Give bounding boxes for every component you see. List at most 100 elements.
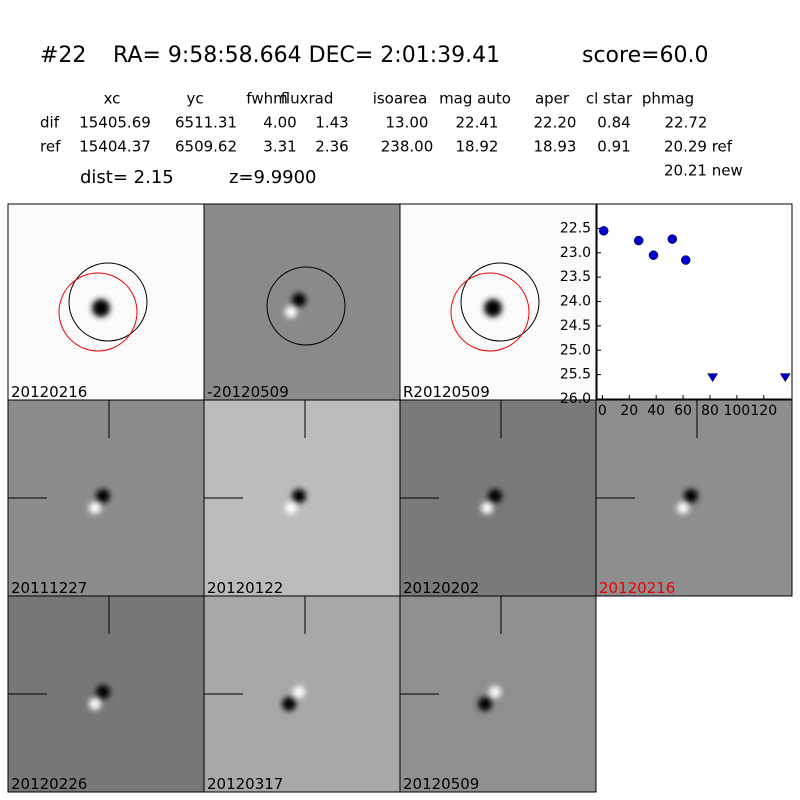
stamp: 20111227 bbox=[7, 399, 205, 597]
cell: 20.29 ref bbox=[664, 138, 733, 156]
plot-area bbox=[596, 203, 793, 400]
aperture bbox=[266, 266, 346, 346]
residual-dark bbox=[478, 697, 492, 711]
y-tick-label: 22.5 bbox=[560, 220, 591, 236]
stamp: 20120509 bbox=[399, 595, 597, 793]
residual-bright bbox=[489, 686, 501, 698]
stamp: 20120122 bbox=[203, 399, 401, 597]
light-curve: 22.5 23.0 23.5 24.0 24.5 25.0 25.5 26.0 0 20 40 60 8… bbox=[560, 203, 793, 419]
column-header: xc bbox=[104, 90, 121, 108]
residual-bright bbox=[677, 502, 689, 514]
x-tick-label: 120 bbox=[750, 403, 777, 419]
aperture-ref bbox=[58, 272, 138, 352]
cell: 15404.37 bbox=[79, 138, 151, 156]
x-tick-label: 40 bbox=[647, 403, 665, 419]
y-tick-label: 26.0 bbox=[560, 391, 591, 407]
aperture bbox=[460, 262, 540, 342]
stamp-label: 20120216 bbox=[599, 579, 675, 597]
stamp-frame bbox=[595, 399, 793, 597]
aperture bbox=[68, 262, 148, 342]
cell: 6511.31 bbox=[175, 114, 237, 132]
cell: 238.00 bbox=[381, 138, 434, 156]
x-tick-label: 20 bbox=[620, 403, 638, 419]
residual-bright bbox=[89, 698, 101, 710]
limit-point bbox=[779, 373, 791, 383]
data-point bbox=[667, 234, 678, 244]
cell: 18.93 bbox=[534, 138, 577, 156]
cell: 22.20 bbox=[534, 114, 577, 132]
z: z=9.9900 bbox=[229, 167, 317, 188]
stamp: R20120509 bbox=[399, 203, 597, 401]
cell: 20.21 new bbox=[664, 162, 743, 180]
score: score=60.0 bbox=[582, 43, 709, 68]
data-point bbox=[681, 255, 691, 265]
stamp-label: 20111227 bbox=[11, 579, 87, 597]
y-tick-label: 25.5 bbox=[560, 367, 591, 383]
stamp-label: 20120509 bbox=[403, 775, 479, 793]
column-header: yc bbox=[186, 90, 203, 108]
residual-bright bbox=[293, 686, 305, 698]
y-tick-label: 25.0 bbox=[560, 342, 591, 358]
stamp-label: 20120122 bbox=[207, 579, 283, 597]
residual-dark bbox=[96, 685, 110, 699]
cell: 1.43 bbox=[315, 114, 348, 132]
stamp-label: -20120509 bbox=[207, 383, 289, 401]
y-tick-label: 24.0 bbox=[560, 294, 591, 310]
column-header: phmag bbox=[642, 90, 694, 108]
residual-dark bbox=[292, 293, 306, 307]
stamp-label: 20120317 bbox=[207, 775, 283, 793]
data-point bbox=[633, 235, 644, 246]
stamp-label: 20120226 bbox=[11, 775, 87, 793]
residual-bright bbox=[481, 502, 493, 514]
row-label: dif bbox=[40, 114, 60, 132]
column-header: fluxrad bbox=[281, 90, 334, 108]
source bbox=[484, 299, 502, 317]
source bbox=[92, 299, 110, 317]
x-tick-label: 100 bbox=[723, 403, 750, 419]
cell: 2.36 bbox=[315, 138, 348, 156]
stamp: -20120509 bbox=[203, 203, 401, 401]
y-tick-label: 23.0 bbox=[560, 245, 591, 261]
residual-dark bbox=[488, 489, 502, 503]
cell: 4.00 bbox=[263, 114, 296, 132]
stamp: 20120216 bbox=[595, 399, 793, 597]
column-header: cl star bbox=[586, 90, 633, 108]
dist: dist= 2.15 bbox=[80, 167, 174, 188]
cell: 22.41 bbox=[456, 114, 499, 132]
stamp-label: R20120509 bbox=[403, 383, 490, 401]
cell: 0.84 bbox=[597, 114, 630, 132]
cell: 0.91 bbox=[597, 138, 630, 156]
cell: 18.92 bbox=[456, 138, 499, 156]
cell: 3.31 bbox=[263, 138, 296, 156]
column-header: isoarea bbox=[373, 90, 428, 108]
cell: 13.00 bbox=[386, 114, 429, 132]
candidate-id: #22 bbox=[40, 43, 86, 68]
stamp-label: 20120202 bbox=[403, 579, 479, 597]
stamp: 20120226 bbox=[7, 595, 205, 793]
data-point bbox=[598, 226, 609, 236]
column-header: fwhm bbox=[246, 90, 287, 108]
aperture-ref bbox=[450, 272, 530, 352]
x-tick-label: 0 bbox=[598, 403, 607, 419]
residual-dark bbox=[282, 697, 296, 711]
cell: 15405.69 bbox=[79, 114, 151, 132]
residual-dark bbox=[292, 489, 306, 503]
residual-bright bbox=[285, 502, 297, 514]
cell: 22.72 bbox=[665, 114, 708, 132]
y-tick-label: 24.5 bbox=[560, 318, 591, 334]
row-label: ref bbox=[40, 138, 61, 156]
column-header: mag auto bbox=[439, 90, 511, 108]
residual-bright bbox=[285, 306, 297, 318]
limit-point bbox=[707, 373, 719, 383]
stamp: 20120216 bbox=[7, 203, 205, 401]
data-point bbox=[648, 250, 659, 260]
residual-dark bbox=[684, 489, 698, 503]
stamp-label: 20120216 bbox=[11, 383, 87, 401]
coordinates: RA= 9:58:58.664 DEC= 2:01:39.41 bbox=[113, 43, 500, 68]
column-header: aper bbox=[535, 90, 570, 108]
x-tick-label: 80 bbox=[701, 403, 719, 419]
stamp: 20120202 bbox=[399, 399, 597, 597]
